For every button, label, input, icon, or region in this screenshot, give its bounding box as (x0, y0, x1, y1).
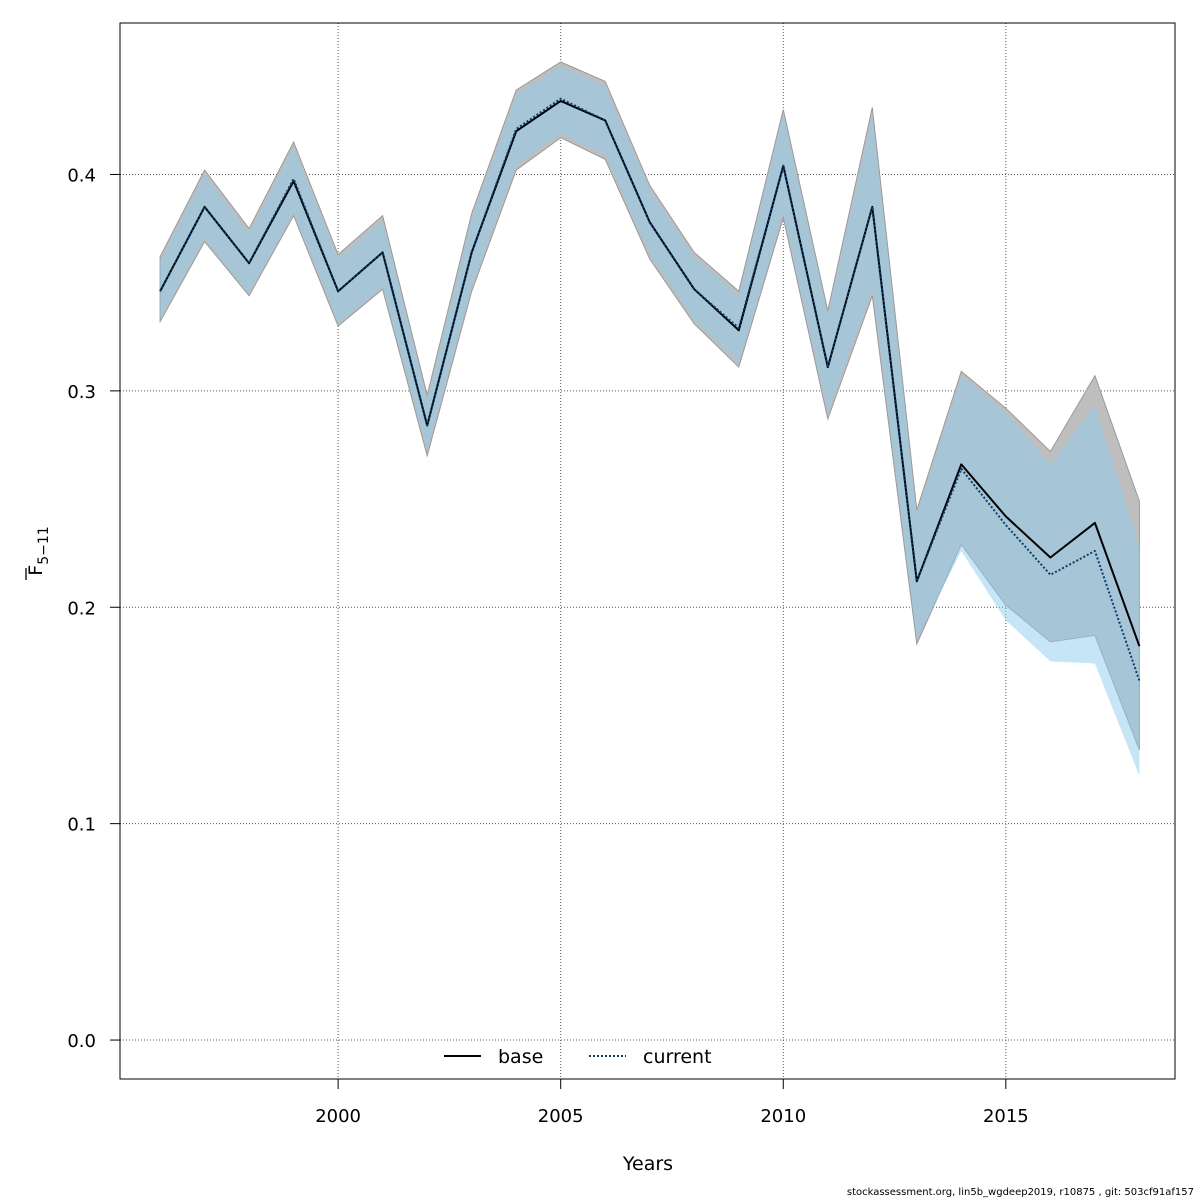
legend-label-base: base (498, 1046, 543, 1068)
x-axis-title: Years (622, 1153, 673, 1175)
footer-credit: stockassessment.org, lin5b_wgdeep2019, r… (846, 1187, 1194, 1198)
x-tick-label: 2005 (538, 1106, 584, 1127)
y-tick-label: 0.4 (67, 165, 96, 186)
y-axis-title-sub: 5−11 (36, 526, 52, 564)
band-current (160, 66, 1140, 777)
legend: base current (444, 1046, 712, 1068)
x-tick-label: 2015 (983, 1106, 1029, 1127)
legend-label-current: current (643, 1046, 712, 1068)
y-tick-label: 0.0 (67, 1031, 96, 1052)
line-current (159, 97, 1141, 682)
y-axis-title-main: F (25, 565, 47, 576)
series-lines (159, 97, 1141, 682)
y-tick-label: 0.3 (67, 382, 96, 403)
x-tick-label: 2010 (760, 1106, 806, 1127)
y-tick-label: 0.2 (67, 598, 96, 619)
y-tick-label: 0.1 (67, 815, 96, 836)
x-tick-label: 2000 (315, 1106, 361, 1127)
confidence-bands (159, 61, 1140, 777)
y-axis: 0.0 0.1 0.2 0.3 0.4 (67, 165, 121, 1052)
x-axis: 2000 2005 2010 2015 (315, 1078, 1029, 1127)
y-axis-title: F5−11 (25, 526, 52, 580)
svg-text:F5−11: F5−11 (25, 526, 52, 575)
